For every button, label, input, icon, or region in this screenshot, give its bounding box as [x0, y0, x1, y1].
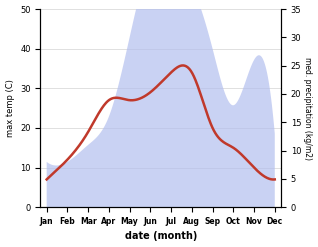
X-axis label: date (month): date (month): [125, 231, 197, 242]
Y-axis label: max temp (C): max temp (C): [5, 79, 15, 137]
Y-axis label: med. precipitation (kg/m2): med. precipitation (kg/m2): [303, 57, 313, 160]
